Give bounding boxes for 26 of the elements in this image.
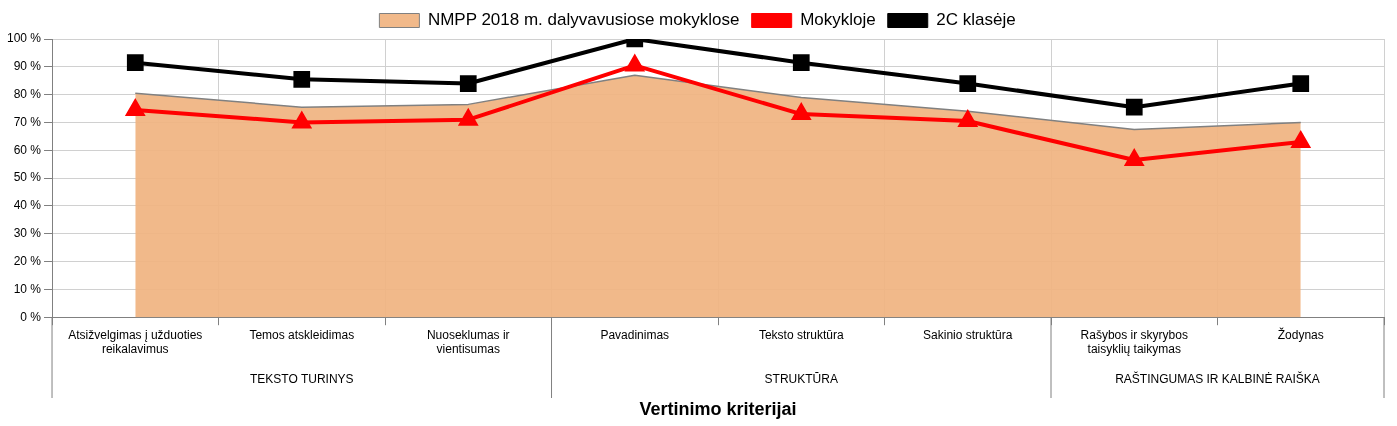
legend-label: 2C klasėje (936, 10, 1016, 30)
x-tick-label: Nuoseklumas ir vientisumas (426, 327, 510, 357)
legend-label: Mokykloje (800, 10, 876, 30)
y-tick-label: 10 % (13, 281, 42, 296)
x-tick-label: Sakinio struktūra (923, 327, 1013, 342)
text: RAŠTINGUMAS IR KALBINĖ RAIŠKA (1115, 371, 1320, 387)
text: STRUKTŪRA (764, 372, 838, 387)
y-tick-label: 60 % (13, 142, 42, 157)
x-tick-label: Žodynas (1277, 326, 1324, 342)
legend-label: NMPP 2018 m. dalyvavusiose mokyklose (427, 10, 740, 30)
y-tick-label: 80 % (13, 86, 42, 101)
x-tick-label: Rašybos ir skyrybos taisyklių taikymas (1080, 327, 1188, 357)
y-tick-label: 0 % (20, 309, 42, 324)
text: TEKSTO TURINYS (249, 372, 354, 387)
x-tick-label: Teksto struktūra (758, 327, 844, 342)
y-tick-label: 40 % (13, 198, 42, 213)
y-tick-label: 70 % (13, 114, 42, 129)
y-tick-label: 50 % (13, 170, 42, 185)
y-tick-label: 20 % (13, 253, 42, 268)
y-tick-label: 90 % (13, 59, 42, 74)
x-tick-label: Pavadinimas (600, 327, 670, 342)
x-axis-title: Vertinimo kriterijai (639, 398, 797, 419)
x-tick-label: Atsižvelgimas į užduoties reikalavimus (68, 327, 203, 357)
x-tick-label: Temos atskleidimas (249, 327, 355, 342)
y-tick-label: 30 % (13, 226, 42, 241)
y-tick-label: 100 % (6, 31, 42, 46)
